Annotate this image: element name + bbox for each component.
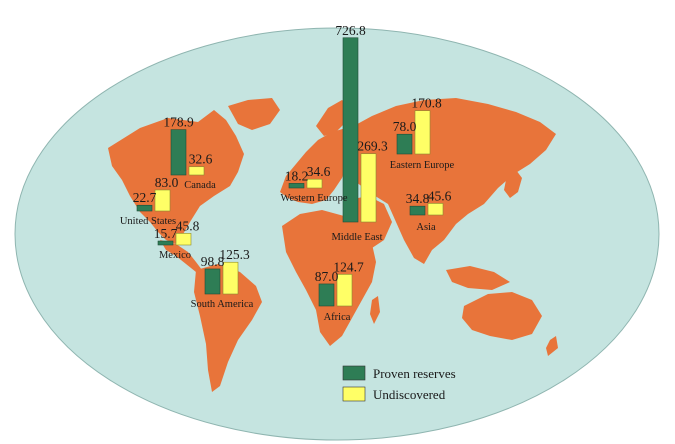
legend-swatch-undiscovered bbox=[342, 386, 366, 402]
bar-proven-middle-east bbox=[342, 37, 359, 223]
bar-proven-canada bbox=[170, 129, 187, 176]
value-label-proven-united-states: 22.7 bbox=[133, 190, 157, 205]
bar-undiscovered-asia bbox=[427, 203, 444, 216]
value-labels-layer: 178.932.622.783.015.745.898.8125.318.234… bbox=[133, 23, 452, 284]
value-label-undiscovered-united-states: 83.0 bbox=[155, 175, 179, 190]
greenland-landmass bbox=[228, 98, 280, 130]
bar-undiscovered-middle-east bbox=[360, 153, 377, 223]
value-label-undiscovered-middle-east: 269.3 bbox=[357, 139, 388, 154]
region-label-canada: Canada bbox=[184, 180, 216, 191]
value-label-undiscovered-canada: 32.6 bbox=[189, 152, 213, 167]
value-label-undiscovered-africa: 124.7 bbox=[333, 259, 364, 274]
bars-layer bbox=[136, 37, 444, 307]
region-label-asia: Asia bbox=[416, 222, 436, 233]
bar-undiscovered-africa bbox=[336, 274, 353, 307]
value-label-proven-canada: 178.9 bbox=[163, 115, 194, 130]
bar-proven-asia bbox=[409, 205, 426, 216]
value-label-proven-africa: 87.0 bbox=[315, 269, 339, 284]
value-label-undiscovered-south-america: 125.3 bbox=[219, 247, 250, 262]
bar-undiscovered-eastern-europe bbox=[414, 110, 431, 155]
bar-proven-mexico bbox=[157, 240, 174, 246]
bar-proven-south-america bbox=[204, 268, 221, 295]
region-label-middle-east: Middle East bbox=[331, 232, 382, 243]
madagascar-landmass bbox=[370, 296, 380, 324]
southeast-asia-islands-landmass bbox=[446, 266, 510, 290]
south-america-landmass bbox=[194, 264, 262, 392]
new-zealand-landmass bbox=[546, 336, 558, 356]
legend: Proven reserves Undiscovered bbox=[342, 365, 456, 402]
region-label-western-europe: Western Europe bbox=[280, 193, 347, 204]
region-label-south-america: South America bbox=[191, 299, 254, 310]
legend-label-proven-reserves: Proven reserves bbox=[373, 366, 456, 381]
japan-landmass bbox=[504, 170, 522, 198]
legend-label-undiscovered: Undiscovered bbox=[373, 387, 446, 402]
region-label-mexico: Mexico bbox=[159, 250, 191, 261]
value-label-proven-mexico: 15.7 bbox=[154, 226, 178, 241]
central-america-landmass bbox=[160, 240, 202, 272]
bar-undiscovered-mexico bbox=[175, 233, 192, 246]
legend-swatch-proven-reserves bbox=[342, 365, 366, 381]
value-label-proven-western-europe: 18.2 bbox=[285, 168, 309, 183]
australia-landmass bbox=[462, 292, 542, 340]
value-label-undiscovered-western-europe: 34.6 bbox=[307, 164, 331, 179]
value-label-proven-middle-east: 726.8 bbox=[335, 23, 366, 38]
bar-undiscovered-south-america bbox=[222, 261, 239, 295]
africa-landmass bbox=[282, 210, 376, 346]
bar-undiscovered-canada bbox=[188, 166, 205, 176]
region-labels-layer: Canada United States Mexico South America We… bbox=[120, 160, 455, 323]
value-label-undiscovered-mexico: 45.8 bbox=[176, 218, 200, 233]
region-label-africa: Africa bbox=[324, 312, 351, 323]
region-label-united-states: United States bbox=[120, 216, 176, 227]
bar-proven-africa bbox=[318, 283, 335, 307]
value-label-proven-eastern-europe: 78.0 bbox=[393, 119, 417, 134]
bar-undiscovered-western-europe bbox=[306, 178, 323, 189]
bar-proven-united-states bbox=[136, 204, 153, 212]
bar-undiscovered-united-states bbox=[154, 189, 171, 212]
region-label-eastern-europe: Eastern Europe bbox=[390, 160, 455, 171]
value-label-undiscovered-asia: 45.6 bbox=[428, 188, 452, 203]
value-label-proven-asia: 34.8 bbox=[406, 191, 430, 206]
bar-proven-eastern-europe bbox=[396, 133, 413, 155]
value-label-proven-south-america: 98.8 bbox=[201, 254, 225, 269]
value-label-undiscovered-eastern-europe: 170.8 bbox=[411, 96, 442, 111]
bar-proven-western-europe bbox=[288, 183, 305, 189]
